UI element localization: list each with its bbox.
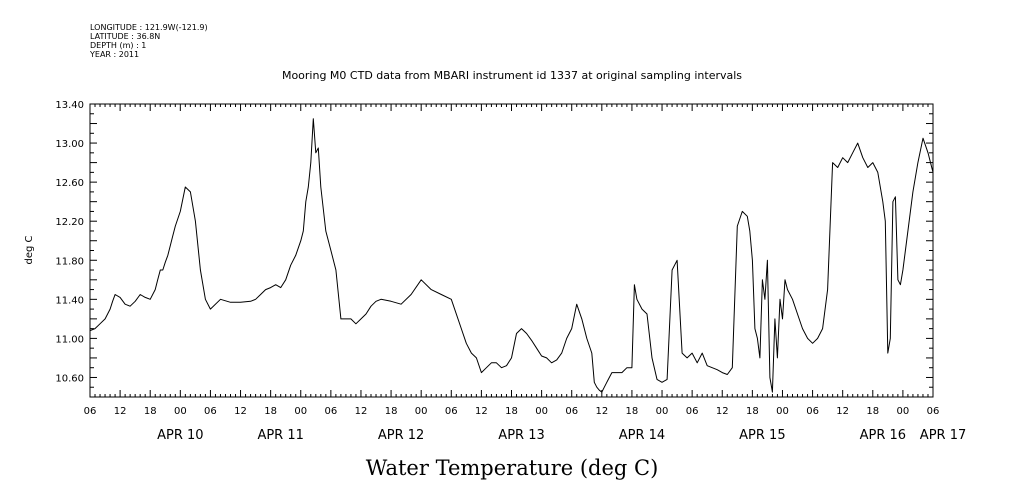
x-tick-label: 12 xyxy=(836,406,849,417)
x-day-label: APR 10 xyxy=(157,428,203,443)
x-day-label: APR 14 xyxy=(619,428,665,443)
x-tick-label: 12 xyxy=(716,406,729,417)
x-day-label: APR 16 xyxy=(860,428,906,443)
x-tick-label: 00 xyxy=(415,406,428,417)
x-tick-label: 06 xyxy=(204,406,217,417)
x-axis-label: Water Temperature (deg C) xyxy=(366,456,659,480)
y-axis-label: deg C xyxy=(24,235,35,264)
plot-frame xyxy=(89,103,934,398)
y-tick-label: 10.60 xyxy=(55,373,84,384)
x-day-label: APR 17 xyxy=(920,428,966,443)
x-tick-label: 18 xyxy=(746,406,759,417)
y-tick-label: 12.60 xyxy=(55,178,84,189)
x-tick-label: 12 xyxy=(475,406,488,417)
y-tick-label: 11.40 xyxy=(55,295,84,306)
longitude-label: LONGITUDE : 121.9W(-121.9) xyxy=(90,23,208,32)
x-tick-label: 00 xyxy=(776,406,789,417)
y-tick-label: 12.20 xyxy=(55,217,84,228)
x-day-label: APR 15 xyxy=(739,428,785,443)
x-tick-label: 06 xyxy=(686,406,699,417)
x-tick-label: 00 xyxy=(656,406,669,417)
x-day-label: APR 13 xyxy=(498,428,544,443)
y-tick-label: 13.40 xyxy=(55,100,84,111)
x-axis-ticks: 06 12 18 00 06 12 18 00 06 12 18 00 06 12 18 00 06 12 18 00… xyxy=(84,104,940,417)
x-day-label: APR 11 xyxy=(257,428,303,443)
x-tick-label: 18 xyxy=(264,406,277,417)
x-tick-label: 18 xyxy=(144,406,157,417)
metadata-block: LONGITUDE : 121.9W(-121.9) LATITUDE : 36… xyxy=(89,23,208,59)
x-tick-label: 00 xyxy=(535,406,548,417)
series-layer xyxy=(89,118,934,393)
x-tick-label: 12 xyxy=(114,406,127,417)
x-tick-label: 00 xyxy=(294,406,307,417)
x-tick-label: 18 xyxy=(505,406,518,417)
y-axis-ticks: 10.60 11.00 11.40 11.80 12.20 12.60 13.00 13.40 xyxy=(55,100,933,398)
series-line-water-temperature xyxy=(89,118,934,393)
year-label: YEAR : 2011 xyxy=(89,50,139,59)
x-tick-label: 18 xyxy=(626,406,639,417)
x-day-label: APR 12 xyxy=(378,428,424,443)
x-tick-label: 06 xyxy=(806,406,819,417)
chart-title: Mooring M0 CTD data from MBARI instrumen… xyxy=(282,69,742,82)
x-tick-label: 06 xyxy=(927,406,940,417)
x-tick-label: 00 xyxy=(897,406,910,417)
x-tick-label: 00 xyxy=(174,406,187,417)
depth-label: DEPTH (m) : 1 xyxy=(90,41,146,50)
y-tick-label: 11.80 xyxy=(55,256,84,267)
x-axis-day-labels: APR 10 APR 11 APR 12 APR 13 APR 14 APR 15 APR … xyxy=(157,428,966,443)
x-tick-label: 06 xyxy=(324,406,337,417)
x-tick-label: 18 xyxy=(385,406,398,417)
x-tick-label: 12 xyxy=(234,406,247,417)
x-tick-label: 12 xyxy=(595,406,608,417)
y-tick-label: 11.00 xyxy=(55,334,84,345)
latitude-label: LATITUDE : 36.8N xyxy=(90,32,160,41)
x-tick-label: 06 xyxy=(84,406,97,417)
x-tick-label: 12 xyxy=(355,406,368,417)
x-tick-label: 06 xyxy=(445,406,458,417)
y-tick-label: 13.00 xyxy=(55,139,84,150)
x-tick-label: 06 xyxy=(565,406,578,417)
x-tick-label: 18 xyxy=(866,406,879,417)
